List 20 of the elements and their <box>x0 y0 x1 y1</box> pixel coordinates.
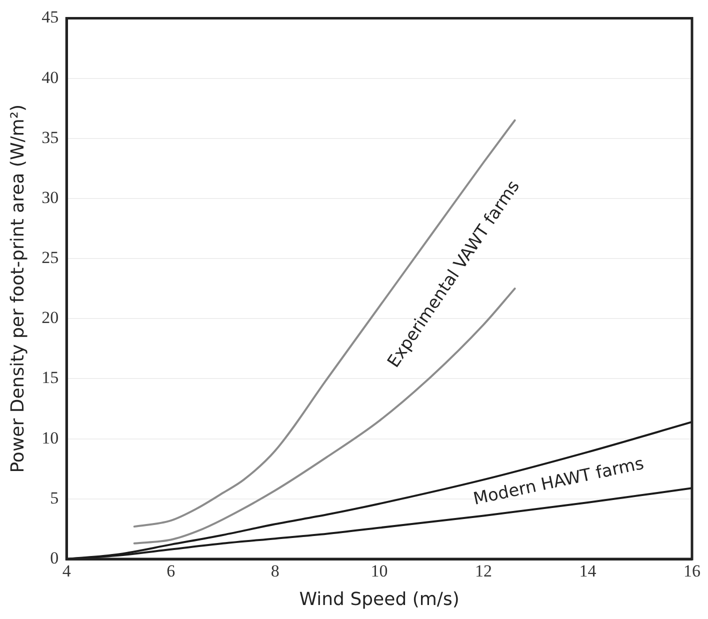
x-tick-label: 14 <box>579 562 597 581</box>
x-tick-label: 6 <box>166 562 176 581</box>
y-tick-label: 20 <box>42 308 59 328</box>
y-tick-label: 30 <box>42 188 59 207</box>
x-tick-label: 10 <box>370 562 388 581</box>
y-tick-label: 0 <box>50 548 59 568</box>
x-tick-label: 8 <box>270 562 280 581</box>
y-tick-label: 40 <box>42 68 59 87</box>
x-tick-label: 4 <box>62 562 72 581</box>
y-tick-label: 45 <box>42 8 59 27</box>
y-tick-label: 5 <box>50 488 59 508</box>
y-axis-title: Power Density per foot-print area (W/m²) <box>7 104 28 473</box>
x-tick-label: 16 <box>684 562 700 581</box>
y-tick-label: 15 <box>42 368 59 388</box>
y-tick-label: 10 <box>42 428 59 448</box>
y-tick-label: 35 <box>42 128 59 147</box>
x-axis-title: Wind Speed (m/s) <box>299 588 460 610</box>
y-tick-label: 25 <box>42 248 59 268</box>
annotation: Modern HAWT farms <box>472 454 646 510</box>
x-tick-label: 12 <box>475 562 492 581</box>
